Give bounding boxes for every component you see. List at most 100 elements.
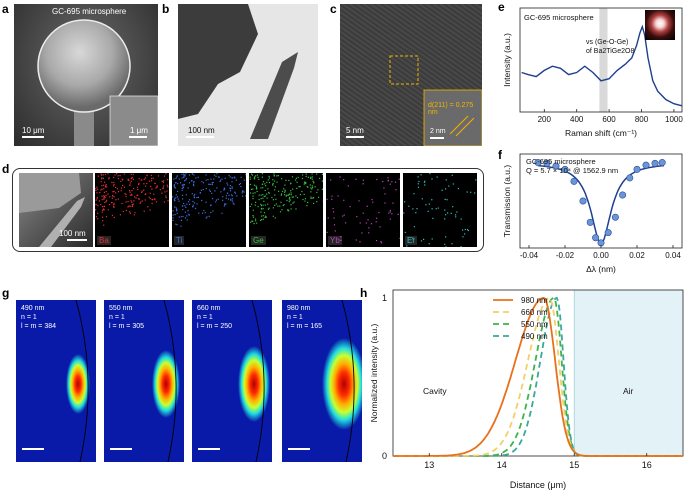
eds-dot — [455, 216, 457, 218]
eds-dot — [185, 177, 188, 180]
eds-dot — [399, 237, 400, 239]
eds-dot — [316, 173, 318, 175]
eds-dot — [243, 179, 245, 181]
eds-dot — [173, 178, 175, 180]
eds-element-label: Ge — [251, 236, 266, 245]
panel-label-f: f — [498, 148, 502, 162]
eds-dot — [272, 184, 274, 186]
eds-dot — [97, 175, 99, 177]
eds-dot — [141, 190, 143, 192]
eds-dot — [302, 174, 304, 176]
eds-dot — [382, 181, 384, 183]
eds-dot — [375, 221, 377, 223]
eds-dot — [295, 177, 297, 179]
eds-dot — [185, 206, 187, 208]
eds-dot — [292, 202, 294, 204]
eds-dot — [96, 196, 98, 199]
eds-dot — [123, 173, 125, 175]
eds-dot — [117, 198, 119, 200]
eds-dot — [194, 207, 197, 210]
transmission-point — [579, 197, 587, 205]
eds-dot — [175, 197, 177, 199]
eds-dot — [174, 206, 176, 208]
eds-dot — [186, 219, 188, 221]
scale-label-c: 5 nm — [346, 126, 364, 135]
eds-dot — [180, 219, 182, 221]
eds-dot — [260, 203, 262, 205]
eds-dot — [191, 173, 193, 175]
eds-dot — [224, 203, 226, 205]
eds-dot — [108, 177, 110, 179]
eds-dot — [201, 199, 203, 202]
eds-dot — [152, 177, 154, 179]
eds-dot — [221, 178, 223, 180]
sem-drawing — [22, 19, 158, 146]
eds-dot — [233, 176, 236, 178]
eds-dot — [187, 201, 190, 203]
eds-dot — [140, 179, 142, 181]
transmission-point — [592, 234, 600, 242]
eds-dot — [286, 199, 288, 202]
eds-dot — [128, 205, 130, 207]
eds-dot — [184, 211, 186, 213]
mode-label-wavelength: 550 nm — [109, 305, 133, 312]
eds-dot — [192, 206, 194, 208]
transmission-point — [619, 191, 627, 199]
eds-dot — [205, 188, 207, 190]
eds-dot — [276, 175, 278, 177]
eds-dot — [103, 224, 105, 226]
scale-label-a-inset: 1 μm — [130, 126, 148, 135]
eds-dot — [231, 186, 233, 188]
eds-dot — [161, 192, 163, 194]
eds-dot — [214, 190, 216, 192]
eds-dot — [183, 173, 185, 175]
eds-dot — [103, 196, 106, 198]
eds-dot — [107, 209, 109, 211]
transmission-point — [626, 174, 634, 182]
eds-dot — [111, 181, 113, 183]
eds-dot — [263, 212, 266, 214]
eds-dot — [140, 201, 142, 203]
eds-map-ti: Ti — [172, 173, 246, 247]
eds-dot — [163, 175, 166, 177]
legend-label: 490 nm — [521, 332, 548, 341]
eds-dot — [274, 217, 276, 219]
eds-dot — [260, 211, 262, 213]
cavity-boundary — [251, 300, 265, 462]
eds-dot — [240, 176, 242, 178]
eds-dot — [330, 179, 332, 181]
eds-dot — [122, 210, 124, 212]
transmission-point — [642, 161, 650, 169]
eds-dot — [475, 179, 477, 181]
eds-dot — [103, 184, 105, 186]
eds-dot — [380, 241, 382, 243]
eds-dot — [319, 177, 321, 179]
eds-dot — [299, 186, 301, 188]
eds-dot — [211, 184, 213, 186]
eds-dot — [304, 182, 306, 184]
eds-dot — [367, 219, 369, 221]
eds-dot — [262, 218, 264, 220]
eds-dot — [188, 199, 191, 201]
eds-dot — [97, 204, 99, 207]
eds-dot — [432, 217, 434, 219]
eds-dot — [225, 203, 227, 205]
eds-dot — [262, 197, 264, 199]
eds-dot — [255, 218, 257, 220]
eds-dot — [154, 199, 156, 201]
hrtem-roi-box — [389, 55, 419, 85]
eds-dot — [180, 216, 182, 218]
eds-dot — [268, 175, 270, 177]
transmission-point — [534, 159, 542, 167]
intensity-xtick-label: 15 — [569, 460, 579, 470]
intensity-ytick-label: 0 — [382, 451, 387, 461]
eds-dot — [387, 180, 389, 182]
eds-dot — [317, 189, 319, 191]
eds-dot — [137, 198, 140, 200]
eds-dot — [120, 190, 122, 192]
eds-dot — [192, 204, 194, 206]
eds-dot — [172, 196, 174, 198]
eds-dot — [257, 206, 259, 208]
mode-profile-drawing — [198, 300, 270, 462]
raman-ylabel: Intensity (a.u.) — [502, 33, 512, 87]
